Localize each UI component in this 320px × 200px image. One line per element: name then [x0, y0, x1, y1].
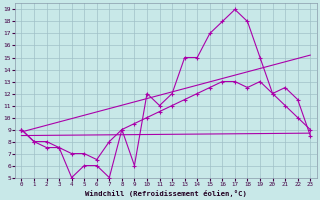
X-axis label: Windchill (Refroidissement éolien,°C): Windchill (Refroidissement éolien,°C) — [85, 190, 247, 197]
